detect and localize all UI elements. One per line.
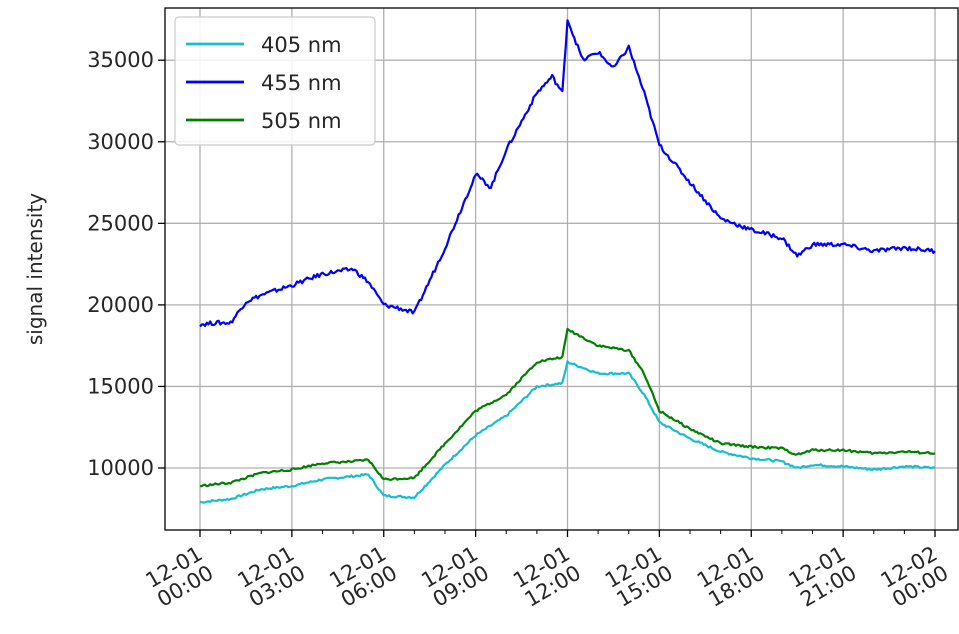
legend-label: 505 nm xyxy=(261,109,342,133)
legend: 405 nm 455 nm 505 nm xyxy=(174,16,376,146)
legend-label: 455 nm xyxy=(261,71,342,95)
plot-frame xyxy=(164,7,959,531)
y-tick-label: 10000 xyxy=(87,456,154,480)
series-lines xyxy=(199,19,936,504)
y-tick-label: 30000 xyxy=(87,130,154,154)
series-line-505-nm xyxy=(199,327,936,488)
y-tick-label: 20000 xyxy=(87,293,154,317)
y-axis-label: signal intensity xyxy=(23,193,47,345)
y-axis: 10000 15000 20000 25000 30000 35000 xyxy=(87,48,165,480)
series-line-455-nm xyxy=(199,19,936,328)
y-tick-label: 35000 xyxy=(87,48,154,72)
y-tick-label: 25000 xyxy=(87,211,154,235)
legend-label: 405 nm xyxy=(261,33,342,57)
legend-box xyxy=(174,16,376,146)
series-line-405-nm xyxy=(199,360,936,504)
y-tick-label: 15000 xyxy=(87,374,154,398)
